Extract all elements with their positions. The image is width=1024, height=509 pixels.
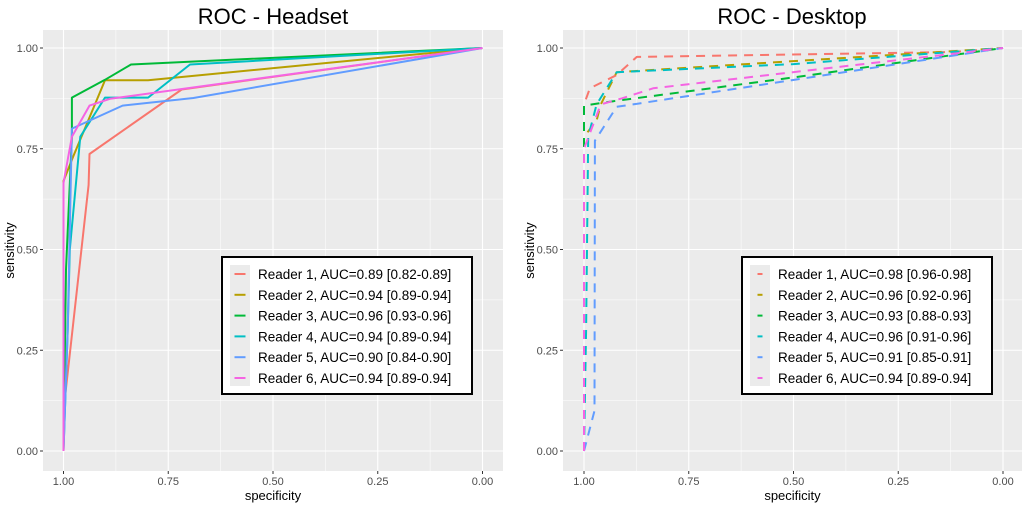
- chart-title: ROC - Desktop: [717, 4, 866, 29]
- x-tick-label: 0.00: [992, 476, 1013, 488]
- x-axis-label: specificity: [764, 488, 821, 503]
- roc-curve-reader-5: [583, 47, 1004, 452]
- x-tick-label: 0.25: [888, 476, 909, 488]
- legend-label: Reader 2, AUC=0.96 [0.92-0.96]: [778, 288, 971, 303]
- x-tick-label: 1.00: [53, 476, 74, 488]
- y-axis-label: sensitivity: [522, 222, 537, 279]
- roc-panel-headset: 1.00 0.75 0.50 0.25 0.00 0.00 0.25 0.50 0.75 1.00…: [2, 4, 503, 503]
- roc-curve-reader-6: [62, 47, 483, 451]
- y-tick-label: 0.75: [537, 144, 558, 156]
- legend-key-background: [230, 265, 250, 386]
- legend-box: [741, 256, 993, 395]
- legend-label: Reader 1, AUC=0.98 [0.96-0.98]: [778, 267, 971, 282]
- x-tick-label: 0.25: [367, 476, 388, 488]
- legend-label: Reader 4, AUC=0.94 [0.89-0.94]: [258, 329, 451, 344]
- legend-label: Reader 3, AUC=0.93 [0.88-0.93]: [778, 309, 971, 324]
- y-tick-label: 0.75: [17, 144, 38, 156]
- y-tick-label: 0.50: [17, 245, 38, 257]
- legend-label: Reader 6, AUC=0.94 [0.89-0.94]: [778, 371, 971, 386]
- x-tick-label: 1.00: [573, 476, 594, 488]
- legend: Reader 1, AUC=0.89 [0.82-0.89] Reader 2, …: [221, 256, 473, 395]
- y-tick-label: 1.00: [537, 43, 558, 55]
- roc-curve-reader-5: [62, 47, 483, 452]
- x-tick-label: 0.50: [262, 476, 283, 488]
- legend-label: Reader 6, AUC=0.94 [0.89-0.94]: [258, 371, 451, 386]
- roc-curve-reader-6: [583, 47, 1004, 451]
- legend: Reader 1, AUC=0.98 [0.96-0.98] Reader 2, …: [741, 256, 993, 395]
- x-axis-label: specificity: [245, 488, 302, 503]
- x-tick-label: 0.00: [472, 476, 493, 488]
- legend-label: Reader 3, AUC=0.96 [0.93-0.96]: [258, 309, 451, 324]
- y-tick-label: 0.25: [17, 345, 38, 357]
- y-tick-label: 0.50: [537, 245, 558, 257]
- x-tick-label: 0.50: [783, 476, 804, 488]
- roc-panel-desktop: 1.00 0.75 0.50 0.25 0.00 0.00 0.25 0.50 0.75 1.00…: [522, 4, 1022, 503]
- y-tick-label: 0.00: [537, 446, 558, 458]
- legend-label: Reader 5, AUC=0.91 [0.85-0.91]: [778, 350, 971, 365]
- plot-background: [563, 30, 1022, 471]
- x-tick-label: 0.75: [158, 476, 179, 488]
- y-tick-label: 1.00: [17, 43, 38, 55]
- legend-label: Reader 2, AUC=0.94 [0.89-0.94]: [258, 288, 451, 303]
- y-tick-label: 0.25: [537, 345, 558, 357]
- legend-key-background: [750, 265, 770, 386]
- x-tick-label: 0.75: [678, 476, 699, 488]
- roc-curve-reader-4: [583, 47, 1004, 452]
- y-tick-label: 0.00: [17, 446, 38, 458]
- roc-curve-reader-3: [62, 47, 483, 452]
- legend-label: Reader 1, AUC=0.89 [0.82-0.89]: [258, 267, 451, 282]
- legend-label: Reader 5, AUC=0.90 [0.84-0.90]: [258, 350, 451, 365]
- legend-label: Reader 4, AUC=0.96 [0.91-0.96]: [778, 329, 971, 344]
- legend-box: [221, 256, 473, 395]
- chart-title: ROC - Headset: [198, 4, 348, 29]
- y-axis-label: sensitivity: [2, 222, 17, 279]
